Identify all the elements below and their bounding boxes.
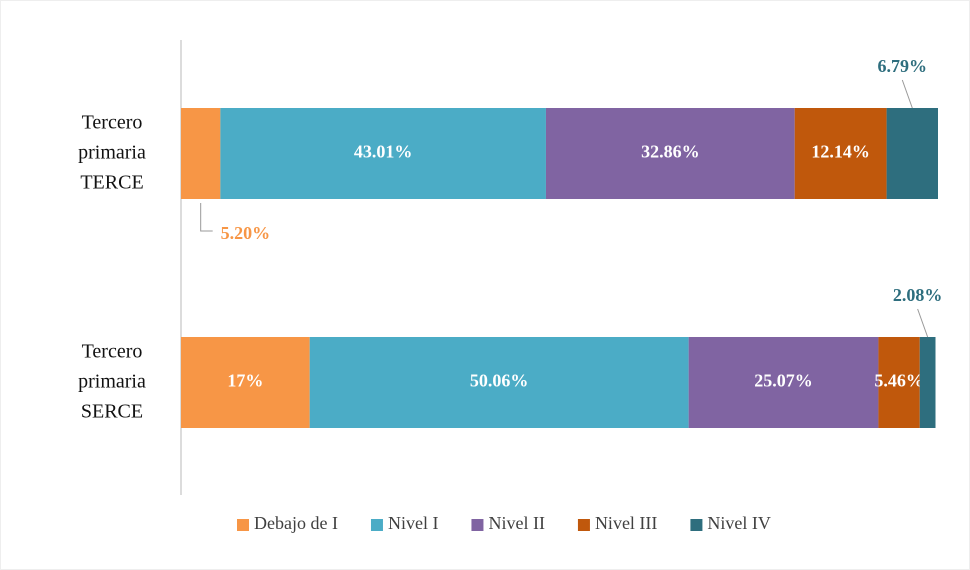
legend-swatch [237, 519, 249, 531]
bar-segment [181, 337, 310, 428]
legend-label: Debajo de I [254, 513, 338, 533]
bar-segment [794, 108, 887, 199]
bar-segment [919, 337, 936, 428]
value-label: 25.07% [754, 371, 813, 391]
value-label: 2.08% [893, 285, 943, 305]
value-label: 5.46% [874, 371, 924, 391]
value-label: 6.79% [878, 56, 928, 76]
legend-label: Nivel I [388, 513, 438, 533]
bar-segment [545, 108, 795, 199]
value-label: 43.01% [354, 142, 413, 162]
bar-segment [886, 108, 938, 199]
legend-swatch [690, 519, 703, 531]
value-label: 17% [227, 371, 263, 391]
value-label: 5.20% [221, 223, 271, 243]
leader-line [200, 203, 213, 232]
legend-label: Nivel II [488, 513, 544, 533]
value-label: 12.14% [811, 142, 870, 162]
legend-swatch [370, 519, 383, 531]
category-label: Tercero primaria TERCE [78, 111, 146, 193]
legend-swatch [471, 519, 484, 531]
bar-segment [181, 108, 221, 199]
bar-segment [688, 337, 879, 428]
leader-line [901, 79, 913, 109]
legend-label: Nivel IV [707, 513, 770, 533]
leader-line [917, 308, 929, 338]
legend-swatch [577, 519, 590, 531]
bar-segment [309, 337, 689, 428]
legend-label: Nivel III [595, 513, 657, 533]
bar-segment [878, 337, 920, 428]
value-label: 50.06% [470, 371, 529, 391]
bar-segment [220, 108, 546, 199]
value-label: 32.86% [641, 142, 700, 162]
category-label: Tercero primaria SERCE [78, 340, 146, 422]
